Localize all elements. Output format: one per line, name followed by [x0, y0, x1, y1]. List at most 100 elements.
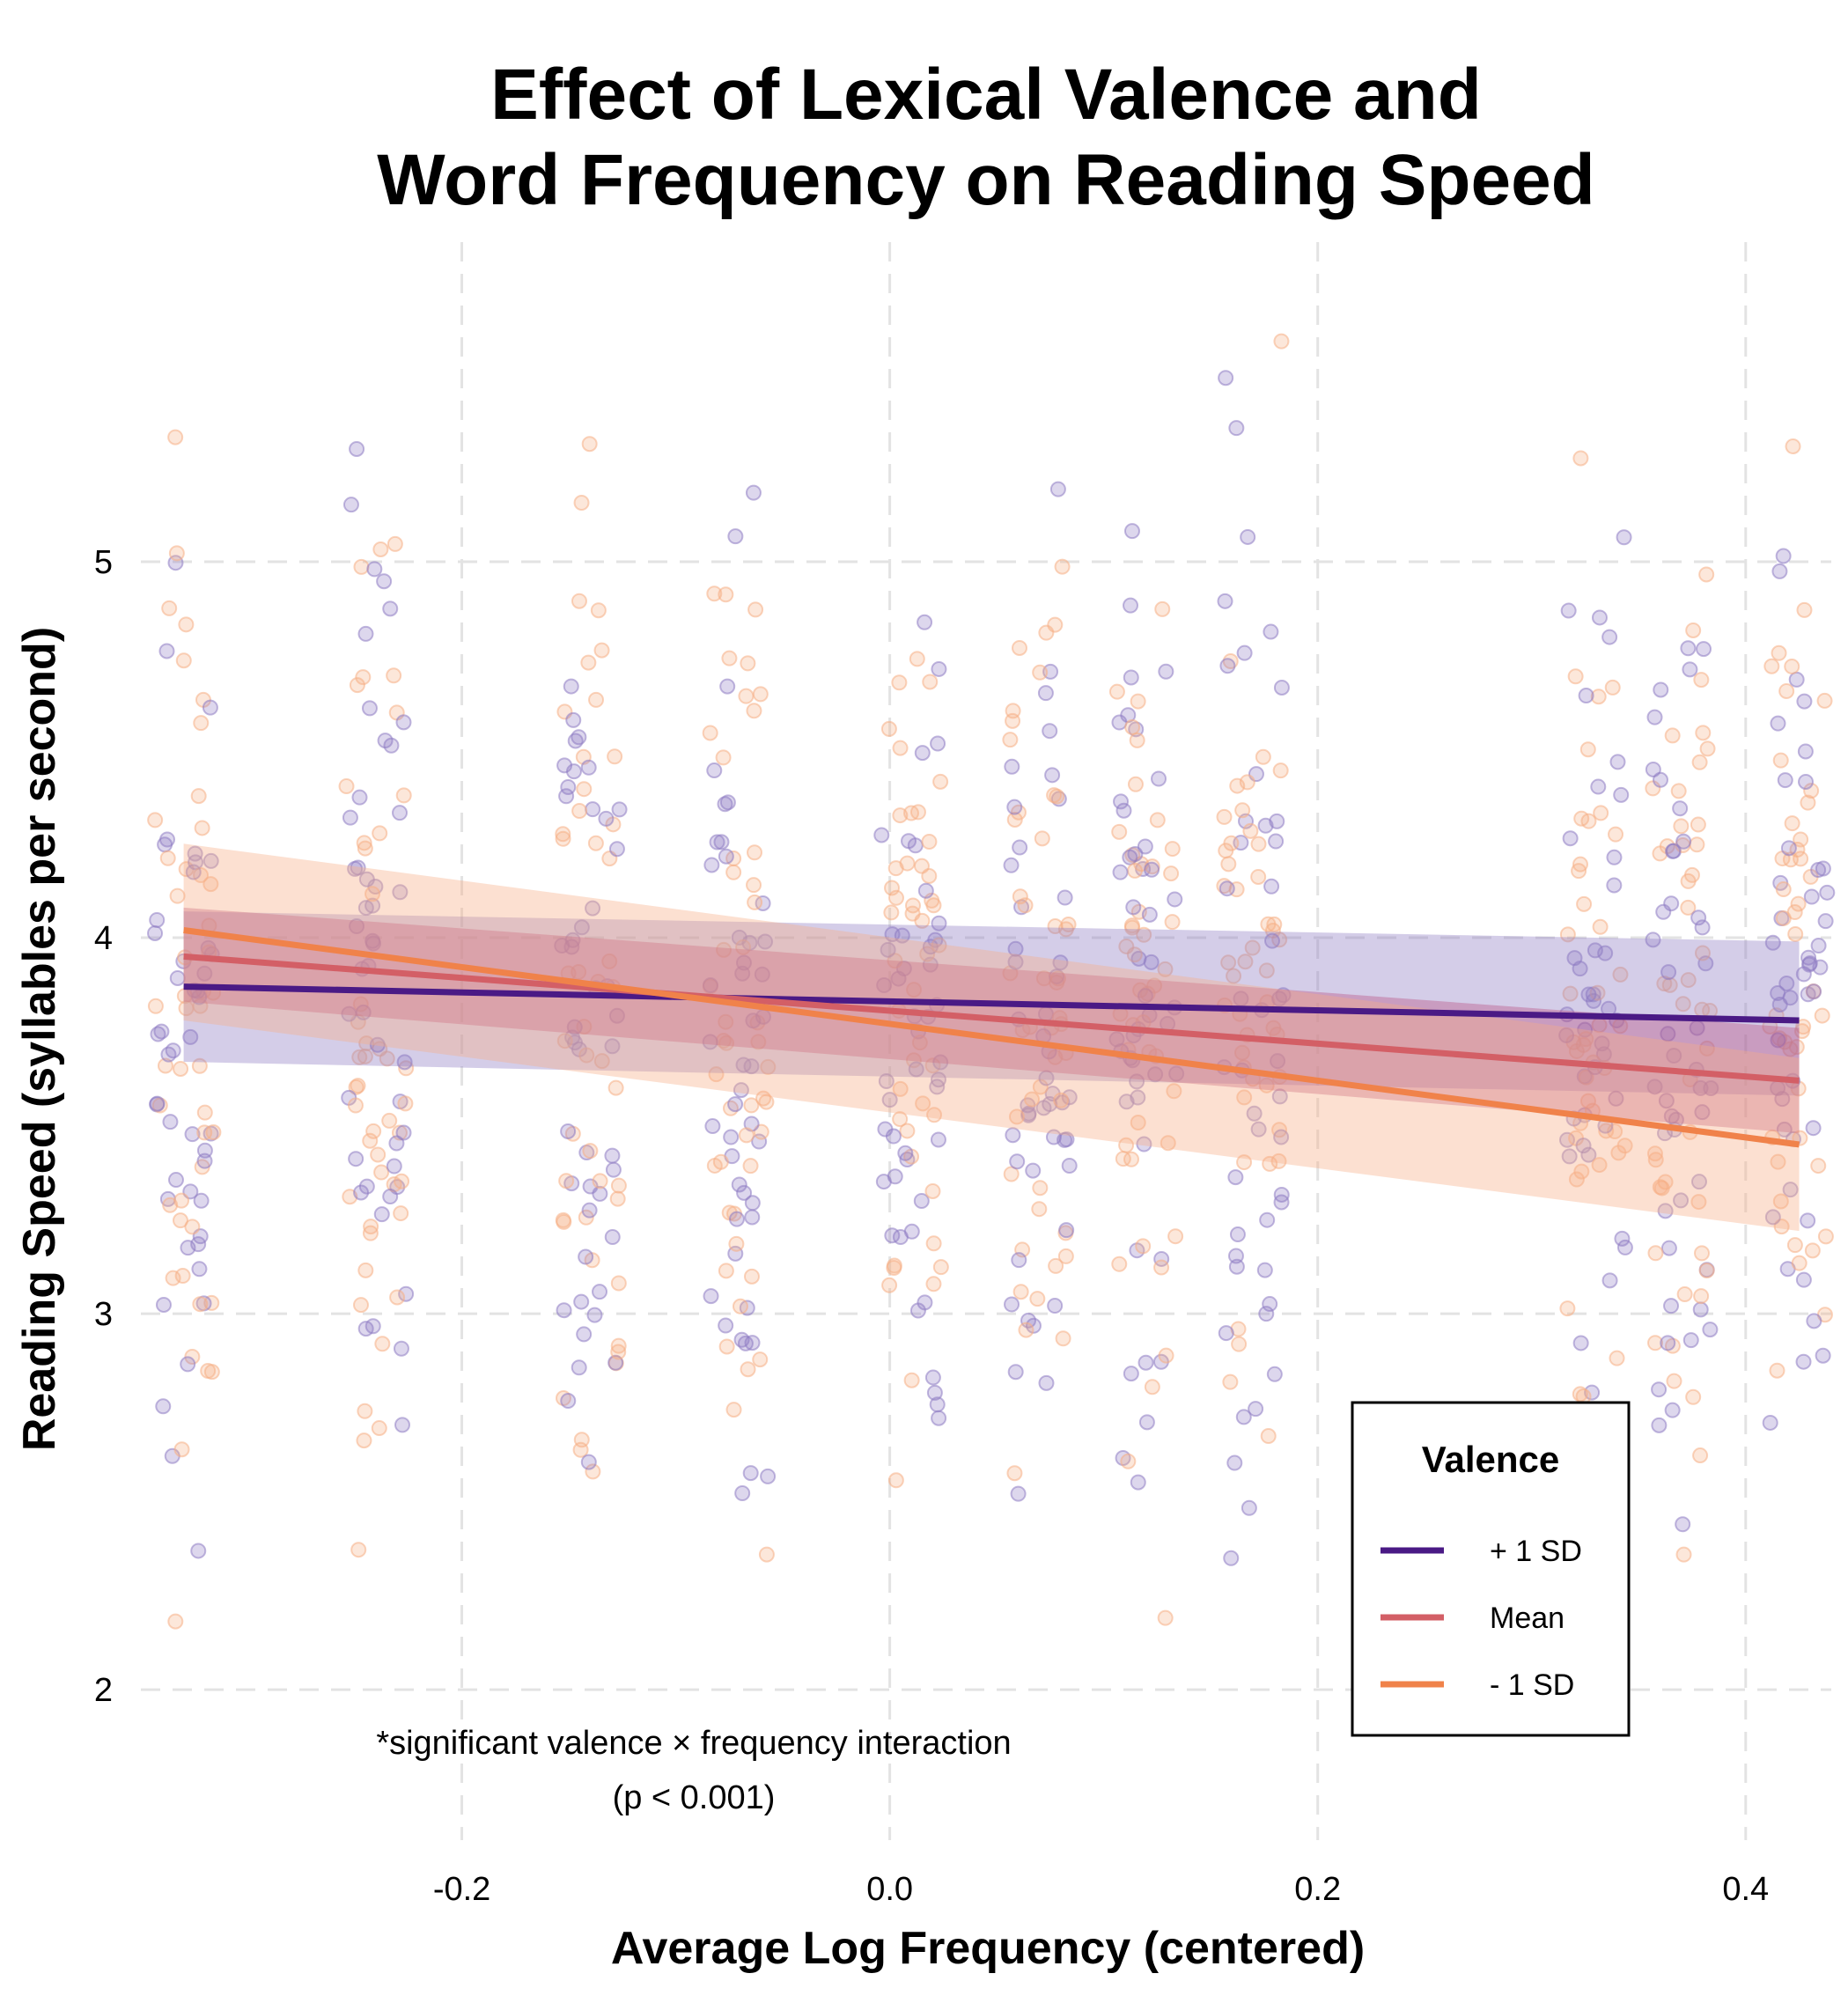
data-point	[1240, 528, 1256, 545]
data-point	[1138, 1354, 1154, 1371]
data-point	[702, 977, 718, 994]
data-point	[1153, 1259, 1170, 1276]
data-point	[356, 835, 372, 851]
data-point	[196, 1152, 213, 1169]
scatter-points	[147, 333, 1836, 1630]
data-point	[1800, 1212, 1816, 1229]
data-point	[1135, 1238, 1152, 1255]
data-point	[1157, 1609, 1174, 1626]
data-point	[1137, 838, 1153, 855]
data-point	[1658, 1093, 1675, 1109]
data-point	[1236, 1089, 1253, 1106]
data-point	[709, 834, 725, 851]
x-axis-title: Average Log Frequency (centered)	[611, 1923, 1365, 1974]
data-point	[917, 882, 934, 899]
data-point	[738, 1127, 755, 1144]
data-point	[1273, 679, 1290, 696]
data-point	[740, 655, 756, 672]
data-point	[147, 924, 164, 941]
data-point	[1006, 811, 1023, 828]
data-point	[564, 932, 581, 948]
data-point	[582, 1143, 599, 1160]
data-point	[894, 927, 910, 944]
data-point	[1693, 1245, 1710, 1262]
data-point	[1655, 903, 1672, 920]
data-point	[1657, 1203, 1674, 1219]
data-point	[196, 1124, 213, 1141]
data-point	[1049, 970, 1066, 987]
data-point	[1609, 754, 1626, 770]
legend-box	[1351, 1401, 1631, 1737]
data-point	[1562, 985, 1579, 1002]
data-point	[1220, 856, 1237, 873]
data-point	[1652, 845, 1668, 862]
data-point	[1762, 1414, 1778, 1431]
data-point	[604, 1147, 621, 1164]
data-point	[1263, 623, 1279, 640]
data-point	[1646, 1079, 1663, 1095]
data-point	[1057, 889, 1073, 906]
data-point	[581, 1202, 598, 1219]
data-point	[1144, 861, 1160, 878]
data-point	[356, 1432, 372, 1449]
data-point	[1123, 1366, 1139, 1382]
data-point	[1685, 622, 1702, 638]
y-tick-label: 2	[94, 1672, 113, 1709]
data-point	[396, 1054, 413, 1071]
data-point	[909, 651, 925, 667]
data-point	[1236, 644, 1253, 661]
data-point	[1057, 1248, 1074, 1264]
data-point	[1049, 481, 1066, 497]
data-point	[1660, 1026, 1676, 1042]
data-point	[727, 1096, 744, 1113]
x-tick-label: 0.4	[1722, 1871, 1769, 1908]
data-point	[1786, 1237, 1803, 1254]
data-point	[1703, 1080, 1719, 1097]
data-point	[369, 1036, 386, 1053]
data-point	[1645, 932, 1661, 948]
data-point	[1255, 748, 1271, 765]
data-point	[190, 788, 207, 805]
data-point	[1675, 996, 1691, 1013]
data-point	[1590, 689, 1607, 705]
data-point	[191, 1057, 208, 1074]
data-point	[1682, 1332, 1699, 1349]
legend-label-mean: Mean	[1490, 1602, 1565, 1635]
data-point	[1136, 926, 1152, 943]
data-point	[1819, 884, 1836, 901]
data-point	[1698, 1040, 1715, 1057]
data-point	[718, 848, 734, 865]
data-point	[1698, 1262, 1715, 1278]
regression-line-0	[183, 983, 1800, 1024]
data-point	[1127, 776, 1144, 792]
data-point	[1653, 681, 1669, 698]
data-point	[167, 429, 184, 446]
data-point	[758, 1546, 775, 1563]
data-point	[556, 757, 573, 774]
data-point	[394, 1417, 411, 1433]
data-point	[1646, 709, 1663, 725]
data-point	[1646, 1145, 1663, 1162]
data-point	[351, 1049, 368, 1065]
data-point	[891, 674, 908, 691]
data-point	[610, 1275, 627, 1292]
data-point	[155, 1398, 172, 1415]
data-point	[1047, 918, 1064, 935]
data-point	[718, 1317, 734, 1334]
data-point	[395, 714, 412, 731]
data-point	[558, 788, 575, 805]
data-point	[1785, 438, 1801, 454]
data-point	[1147, 1066, 1164, 1083]
data-point	[1612, 966, 1629, 983]
data-point	[1031, 1201, 1048, 1218]
data-point	[913, 1192, 930, 1209]
data-point	[392, 884, 409, 901]
data-point	[1236, 1154, 1253, 1171]
data-point	[892, 740, 909, 756]
data-point	[1793, 851, 1809, 867]
data-point	[1005, 712, 1021, 729]
data-point	[1047, 1298, 1064, 1314]
data-point	[1610, 1145, 1627, 1161]
data-point	[576, 1326, 593, 1343]
